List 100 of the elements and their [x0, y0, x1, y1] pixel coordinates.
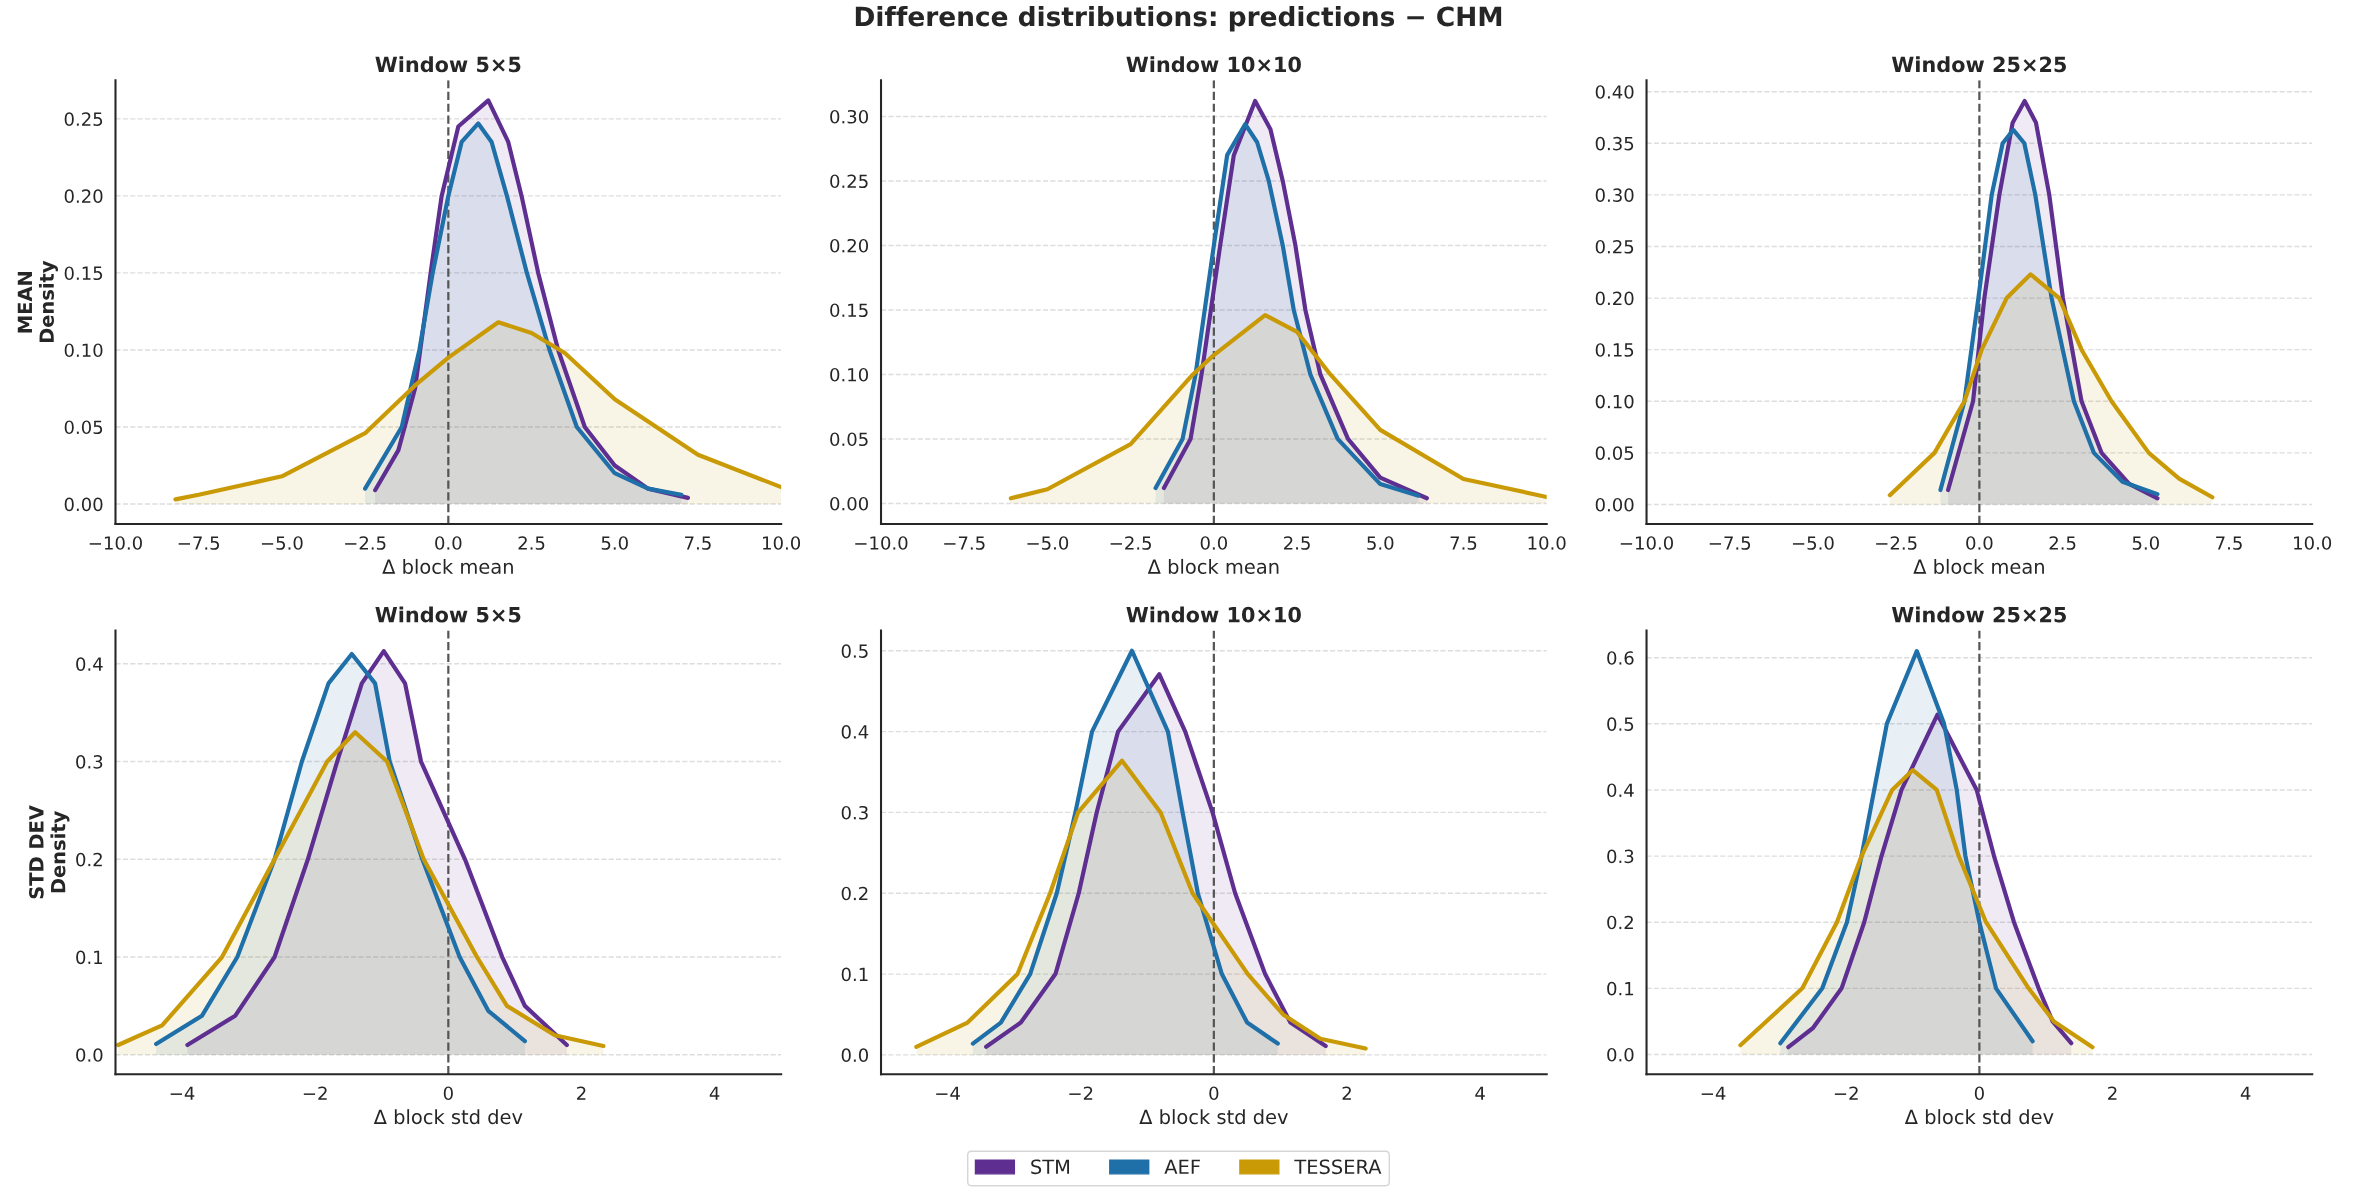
- chart-title: Window 5×5: [375, 56, 521, 73]
- x-tick-label: −2: [1834, 1086, 1858, 1100]
- y-tick-label: 0.20: [1595, 291, 1634, 306]
- x-tick-label: 4: [709, 1086, 720, 1100]
- y-tick-label: 0.2: [1607, 915, 1633, 930]
- y-tick-label: 0.1: [1607, 981, 1634, 996]
- y-tick-label: 0.6: [1607, 651, 1634, 665]
- x-tick-label: −10.0: [855, 536, 908, 550]
- x-tick-label: 7.5: [685, 536, 711, 550]
- x-tick-label: −2.5: [345, 536, 386, 550]
- x-axis-title: Δ block std dev: [1139, 1109, 1288, 1125]
- y-tick-label: 0.0: [841, 1048, 869, 1063]
- x-tick-label: −10.0: [89, 536, 142, 550]
- x-tick-label: 0: [1209, 1086, 1219, 1101]
- x-axis-title: Δ block mean: [1147, 558, 1279, 574]
- y-tick-label: 0.20: [64, 189, 103, 204]
- x-tick-label: −4: [936, 1086, 960, 1100]
- x-tick-label: 0.0: [435, 536, 462, 550]
- y-tick-label: 0.40: [1595, 85, 1634, 99]
- x-tick-label: −2.5: [1876, 536, 1917, 550]
- chart-title: Window 25×25: [1891, 606, 2066, 623]
- y-tick-label: 0.1: [841, 967, 868, 982]
- y-tick-label: 0.30: [1595, 188, 1634, 202]
- x-tick-label: −5.0: [1027, 536, 1069, 550]
- y-tick-label: 0.35: [1595, 136, 1634, 151]
- x-tick-label: 10.0: [763, 536, 801, 550]
- chart-title: Window 5×5: [375, 606, 521, 623]
- legend-label: TESSERA: [1294, 1159, 1382, 1175]
- y-axis-title: STD DEV Density: [29, 805, 70, 899]
- text: Difference distributions: predictions − CHM: [855, 5, 1502, 32]
- x-tick-label: −2: [303, 1086, 327, 1100]
- y-tick-label: 0.5: [1607, 717, 1634, 731]
- x-tick-label: 5.0: [1367, 536, 1394, 550]
- y-tick-label: 0.15: [830, 303, 868, 318]
- y-tick-label: 0.2: [76, 852, 102, 867]
- y-tick-label: 0.4: [76, 657, 103, 671]
- x-tick-label: −7.5: [944, 536, 985, 550]
- x-tick-label: 7.5: [2216, 536, 2242, 550]
- x-tick-label: 0: [443, 1086, 453, 1101]
- x-tick-label: 2: [1342, 1086, 1351, 1100]
- y-tick-label: 0.5: [841, 644, 868, 658]
- x-tick-label: −5.0: [261, 536, 303, 550]
- x-tick-label: 4: [2240, 1086, 2251, 1100]
- y-tick-label: 0.05: [830, 432, 868, 447]
- y-tick-label: 0.10: [830, 367, 869, 382]
- x-tick-label: −4: [170, 1086, 195, 1100]
- y-tick-label: 0.25: [830, 174, 868, 189]
- chart-title: Window 10×10: [1126, 606, 1301, 623]
- x-tick-label: −10.0: [1620, 536, 1674, 550]
- y-tick-label: 0.05: [64, 420, 103, 435]
- x-tick-label: 2.5: [518, 536, 545, 550]
- x-tick-label: 2: [577, 1086, 586, 1100]
- y-tick-label: 0.05: [1595, 446, 1634, 460]
- x-tick-label: 10.0: [1528, 536, 1566, 550]
- y-tick-label: 0.2: [841, 886, 868, 901]
- y-tick-label: 0.00: [830, 496, 869, 511]
- x-tick-label: −7.5: [1709, 536, 1751, 550]
- legend-label: STM: [1031, 1159, 1070, 1175]
- x-tick-label: 0: [1974, 1086, 1984, 1101]
- y-tick-label: 0.0: [1607, 1047, 1634, 1062]
- y-axis-title: MEAN Density: [17, 260, 58, 343]
- y-tick-label: 0.25: [1595, 239, 1634, 254]
- y-tick-label: 0.1: [76, 950, 103, 965]
- y-tick-label: 0.00: [1595, 497, 1634, 512]
- x-tick-label: 0.0: [1966, 536, 1993, 550]
- x-axis-title: Δ block mean: [382, 558, 513, 574]
- legend-label: AEF: [1164, 1159, 1200, 1174]
- x-axis-title: Δ block std dev: [1904, 1109, 2054, 1125]
- y-tick-label: 0.00: [64, 497, 103, 512]
- chart-title: Window 25×25: [1891, 56, 2066, 73]
- y-tick-label: 0.15: [1595, 343, 1634, 357]
- x-tick-label: 10.0: [2294, 536, 2332, 550]
- y-tick-label: 0.15: [64, 266, 103, 281]
- x-tick-label: −4: [1701, 1086, 1726, 1100]
- x-axis-title: Δ block mean: [1913, 558, 2044, 574]
- x-tick-label: 5.0: [601, 536, 628, 550]
- x-tick-label: 0.0: [1200, 536, 1228, 550]
- x-axis-title: Δ block std dev: [373, 1109, 523, 1125]
- chart-title: Window 10×10: [1126, 56, 1301, 73]
- x-tick-label: 2.5: [1284, 536, 1310, 550]
- y-tick-label: 0.3: [1607, 849, 1634, 864]
- y-tick-label: 0.4: [1607, 783, 1634, 798]
- x-tick-label: 4: [1475, 1086, 1485, 1100]
- x-tick-label: −2: [1069, 1086, 1093, 1100]
- y-tick-label: 0.4: [841, 725, 869, 739]
- x-tick-label: 7.5: [1450, 536, 1477, 550]
- y-tick-label: 0.30: [830, 109, 869, 124]
- x-tick-label: −7.5: [178, 536, 220, 550]
- y-tick-label: 0.25: [64, 112, 103, 126]
- y-tick-label: 0.20: [830, 238, 869, 253]
- x-tick-label: 5.0: [2132, 536, 2159, 550]
- x-tick-label: −5.0: [1792, 536, 1834, 550]
- x-tick-label: −2.5: [1110, 536, 1151, 550]
- x-tick-label: 2: [2108, 1086, 2117, 1100]
- y-tick-label: 0.3: [841, 805, 868, 820]
- x-tick-label: 2.5: [2049, 536, 2076, 550]
- y-tick-label: 0.10: [1595, 394, 1634, 409]
- y-tick-label: 0.0: [76, 1048, 103, 1062]
- y-tick-label: 0.10: [64, 343, 103, 358]
- y-tick-label: 0.3: [76, 755, 103, 769]
